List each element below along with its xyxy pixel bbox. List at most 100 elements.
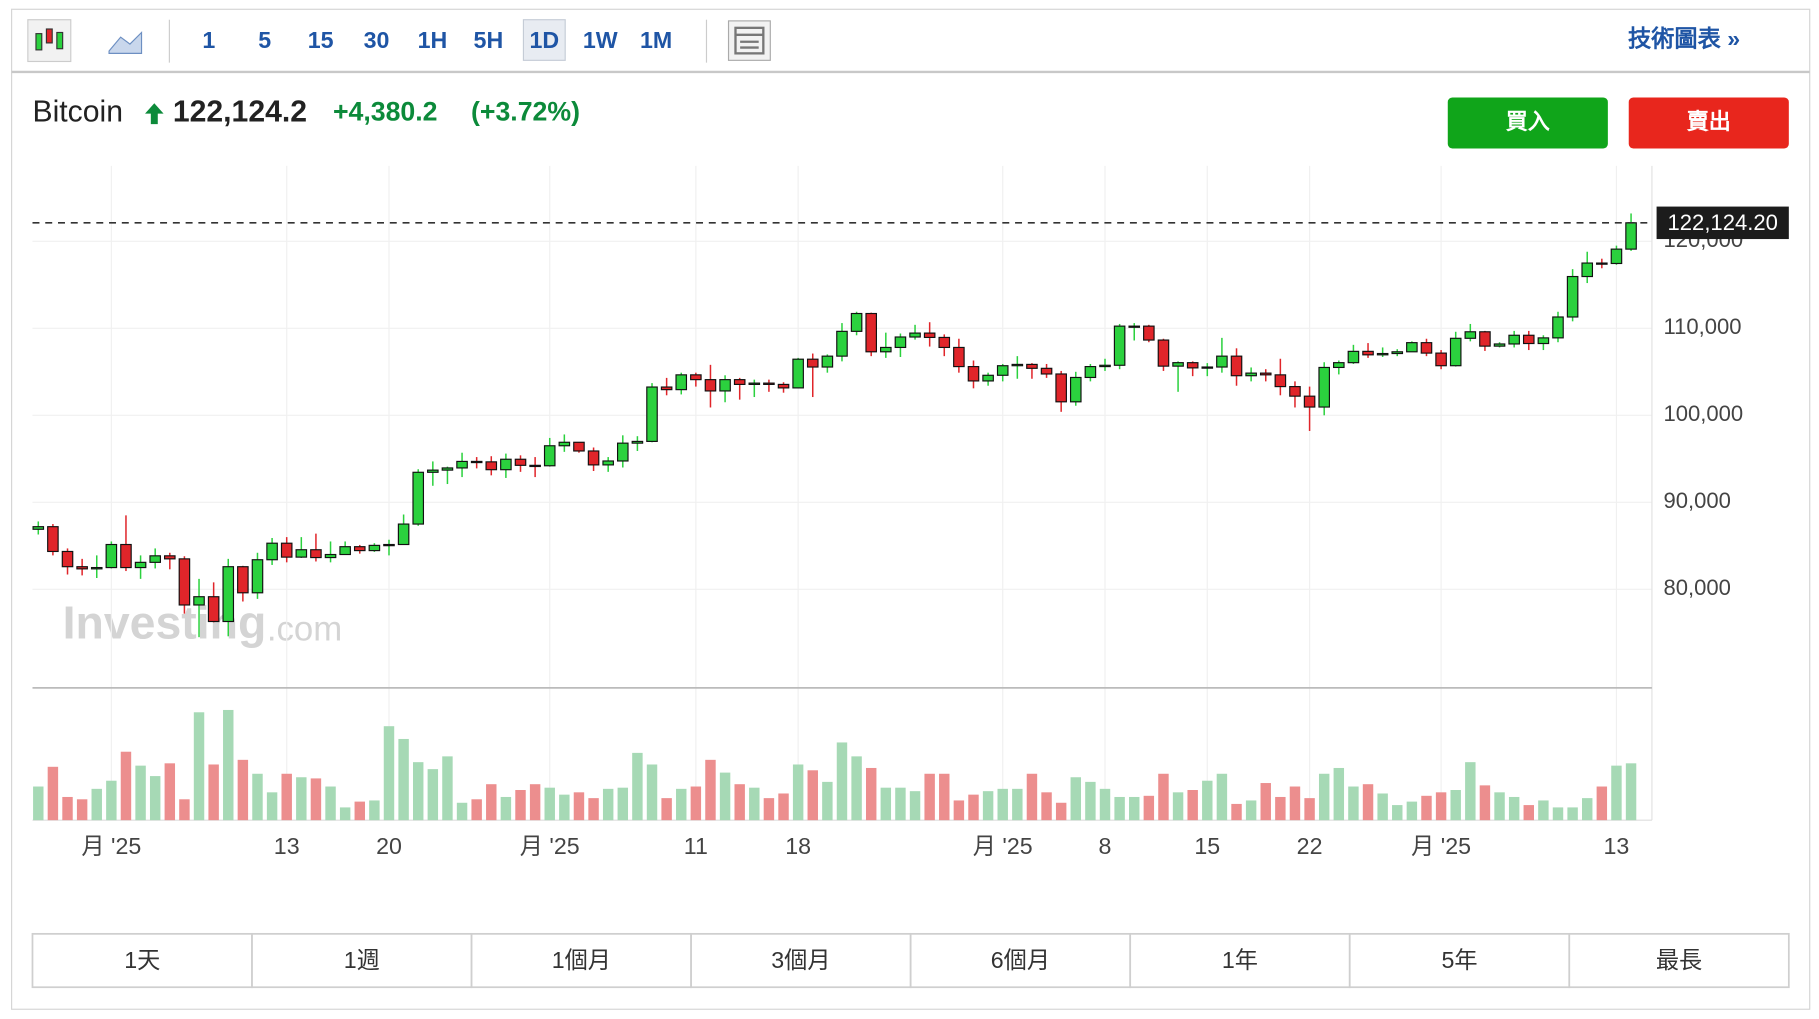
x-tick-label: 月 '25 xyxy=(81,833,141,859)
interval-button[interactable]: 1H xyxy=(418,27,448,53)
interval-button[interactable]: 1M xyxy=(640,27,672,53)
interval-button[interactable]: 1W xyxy=(583,27,618,53)
buy-label[interactable]: 買入 xyxy=(1506,109,1550,134)
range-label[interactable]: 1天 xyxy=(124,947,160,973)
sell-label[interactable]: 賣出 xyxy=(1686,109,1731,134)
volume-bar xyxy=(1392,805,1403,821)
candle-body xyxy=(1069,376,1082,403)
volume-bar xyxy=(544,787,555,821)
range-label[interactable]: 6個月 xyxy=(991,947,1050,973)
volume-bar xyxy=(1099,788,1111,821)
volume-bar xyxy=(486,784,497,821)
range-button[interactable] xyxy=(909,932,1132,989)
volume-bar xyxy=(47,766,59,821)
volume-bar xyxy=(646,764,658,821)
range-button[interactable] xyxy=(251,932,473,989)
range-button[interactable] xyxy=(1129,932,1351,989)
interval-button[interactable]: 1 xyxy=(202,27,215,53)
volume-bar xyxy=(559,794,570,821)
buy-button[interactable] xyxy=(1447,97,1608,149)
sell-button[interactable] xyxy=(1628,97,1789,149)
candle-body xyxy=(47,526,59,553)
volume-bar xyxy=(763,798,775,821)
candle-body xyxy=(1113,325,1126,366)
range-label[interactable]: 1週 xyxy=(344,947,380,973)
volume-bar xyxy=(149,776,161,821)
volume-bar xyxy=(1202,780,1213,821)
candle-body xyxy=(616,442,629,462)
candle-body xyxy=(1420,342,1433,354)
candle-body xyxy=(1040,367,1053,375)
candle-body xyxy=(1289,386,1301,397)
volume-bar xyxy=(1450,790,1461,821)
interval-button[interactable]: 5H xyxy=(474,27,504,53)
x-tick-label: 11 xyxy=(684,833,708,859)
range-label[interactable]: 1年 xyxy=(1222,947,1258,973)
range-label[interactable]: 3個月 xyxy=(771,947,830,973)
volume-bar xyxy=(1318,773,1330,821)
x-tick-label: 月 '25 xyxy=(520,833,580,859)
candle-body xyxy=(1084,366,1097,379)
range-button[interactable] xyxy=(1568,932,1790,989)
candle-body xyxy=(32,526,45,530)
candle-body xyxy=(1362,350,1374,356)
interval-button[interactable]: 5 xyxy=(258,27,271,53)
volume-bar xyxy=(617,787,629,821)
candle-body xyxy=(149,555,161,563)
volume-bar xyxy=(1348,786,1359,821)
icon-candle xyxy=(45,28,53,44)
volume-bar xyxy=(1187,790,1198,821)
range-label[interactable]: 1個月 xyxy=(552,947,611,973)
candle-body xyxy=(1274,374,1287,388)
candle-body xyxy=(456,460,468,469)
interval-button[interactable]: 1D xyxy=(529,27,559,53)
candle-body xyxy=(76,566,88,570)
range-label[interactable]: 5年 xyxy=(1441,947,1477,973)
volume-bar xyxy=(705,759,716,821)
volume-bar xyxy=(33,786,44,821)
volume-bar xyxy=(661,798,672,821)
candle-body xyxy=(763,382,775,385)
candle-body xyxy=(368,544,381,552)
volume-bar xyxy=(1596,786,1608,821)
candle-body xyxy=(61,550,74,568)
candle-body xyxy=(1522,334,1535,345)
range-button[interactable] xyxy=(690,932,912,989)
candle-body xyxy=(602,460,614,466)
volume-bar xyxy=(1085,781,1096,821)
layout-icon[interactable] xyxy=(727,20,771,61)
volume-bar xyxy=(383,726,395,821)
candle-body xyxy=(1143,325,1155,341)
candle-body xyxy=(1011,363,1024,367)
candle-body xyxy=(923,332,936,339)
candle-body xyxy=(222,566,235,623)
candle-body xyxy=(1464,331,1477,339)
volume-bar xyxy=(456,802,468,821)
x-tick-label: 20 xyxy=(376,833,402,859)
candle-body xyxy=(748,382,761,385)
candle-body xyxy=(251,559,264,594)
range-button[interactable] xyxy=(1348,932,1571,989)
volume-bar xyxy=(339,807,351,821)
range-button[interactable] xyxy=(470,932,692,989)
volume-bar xyxy=(909,791,921,821)
volume-bar xyxy=(880,787,892,821)
last-price-box xyxy=(1656,206,1789,240)
candle-body xyxy=(792,358,804,389)
candle-body xyxy=(1303,395,1316,408)
interval-button[interactable]: 30 xyxy=(364,27,390,53)
volume-bar xyxy=(1465,762,1476,821)
area-icon[interactable] xyxy=(108,31,143,54)
volume-bar xyxy=(237,759,249,821)
range-button[interactable] xyxy=(31,932,253,989)
candle-body xyxy=(982,374,994,382)
interval-button[interactable]: 15 xyxy=(308,27,334,53)
volume-bar xyxy=(1245,800,1257,821)
candle-body xyxy=(587,450,600,466)
range-label[interactable]: 最長 xyxy=(1656,947,1702,973)
candle-body xyxy=(397,523,410,546)
candle-icon[interactable] xyxy=(27,19,72,63)
candle-body xyxy=(631,440,644,444)
interval-selected[interactable] xyxy=(522,19,566,61)
technical-link[interactable]: 技術圖表 » xyxy=(1628,26,1740,52)
